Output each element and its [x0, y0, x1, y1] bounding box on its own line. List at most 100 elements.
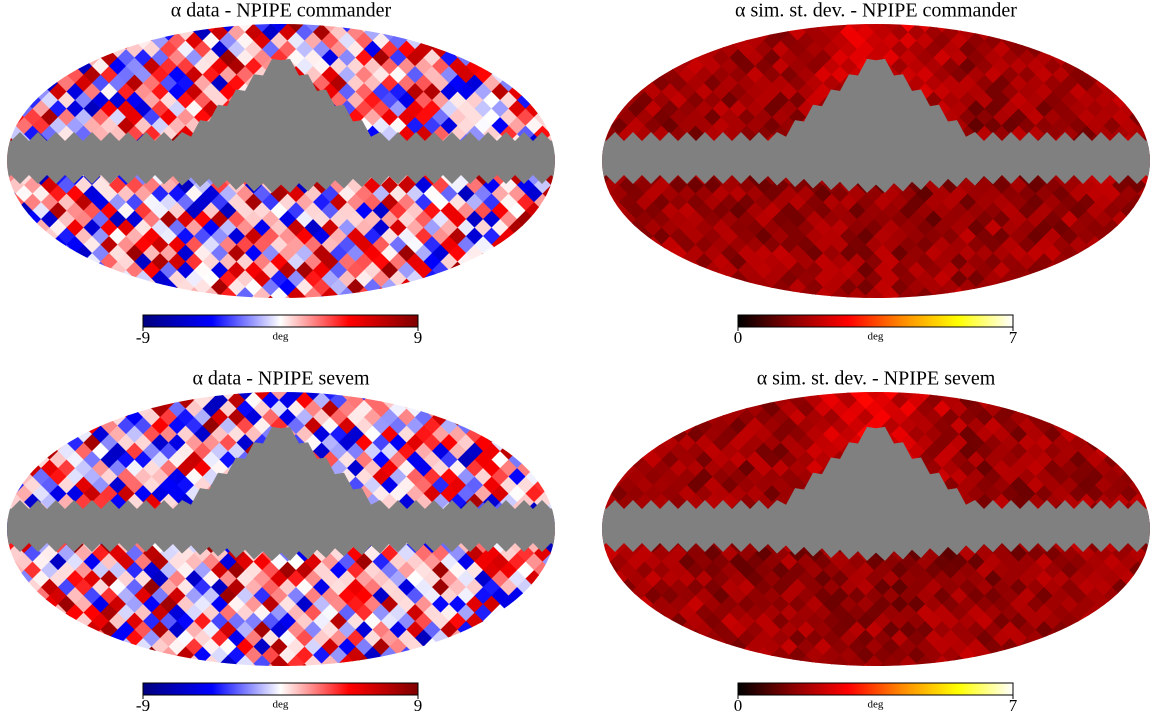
map-pixel: [509, 305, 526, 322]
map-pixel: [7, 142, 8, 161]
map-pixel: [7, 527, 8, 546]
map-pixel: [1120, 287, 1138, 298]
map-pixel: [542, 24, 555, 33]
map-pixel: [542, 32, 555, 50]
map-pixel: [602, 117, 611, 135]
map-pixel: [713, 0, 730, 16]
map-pixel: [508, 392, 526, 401]
map-pixel: [465, 295, 484, 298]
map-pixel: [1138, 305, 1155, 322]
map-pixel: [152, 367, 169, 384]
map-pixel: [1155, 537, 1158, 554]
map-pixel: [568, 443, 585, 460]
map-pixel: [568, 228, 585, 245]
map-pixel: [491, 392, 509, 401]
map-pixel: [525, 638, 543, 656]
map-pixel: [1128, 227, 1147, 246]
map-pixel: [168, 287, 186, 298]
panel-title: α sim. st. dev. - NPIPE commander: [735, 0, 1017, 22]
map-pixel: [746, 287, 764, 298]
map-pixel: [533, 459, 552, 478]
map-pixel: [32, 604, 50, 622]
map-pixel: [32, 253, 50, 271]
map-pixel: [1128, 74, 1147, 93]
map-pixel: [550, 646, 555, 665]
map-pixel: [602, 295, 620, 298]
map-pixel: [602, 595, 620, 614]
map-pixel: [7, 219, 16, 237]
map-pixel: [1128, 408, 1147, 427]
map-pixel: [533, 278, 552, 297]
map-pixel: [635, 40, 654, 59]
map-pixel: [1026, 392, 1045, 410]
map-pixel: [100, 287, 118, 298]
map-pixel: [602, 392, 611, 401]
panel-title: α sim. st. dev. - NPIPE sevem: [757, 368, 996, 390]
map-pixel: [1155, 203, 1158, 220]
map-pixel: [602, 219, 611, 237]
map-pixel: [380, 663, 399, 666]
map-pixel: [526, 367, 543, 384]
map-pixel: [474, 24, 492, 33]
map-pixel: [1077, 24, 1096, 42]
galactic-mask: [602, 58, 1150, 193]
map-pixel: [134, 655, 152, 666]
map-pixel: [414, 24, 433, 25]
map-pixel: [602, 570, 611, 588]
map-pixel: [635, 612, 654, 631]
map-pixel: [729, 392, 747, 401]
map-pixel: [516, 244, 535, 263]
map-pixel: [118, 673, 135, 690]
map-pixel: [1070, 367, 1087, 384]
map-pixel: [1077, 278, 1096, 297]
map-pixel: [457, 24, 475, 33]
map-pixel: [560, 186, 577, 203]
map-pixel: [125, 663, 144, 666]
map-pixel: [618, 74, 637, 93]
map-pixel: [1111, 244, 1130, 263]
map-pixel: [7, 270, 16, 288]
map-pixel: [635, 392, 654, 393]
map-pixel: [57, 629, 76, 648]
map-pixel: [1145, 578, 1150, 597]
map-pixel: [568, 75, 585, 92]
map-pixel: [118, 305, 135, 322]
map-pixel: [1155, 135, 1158, 152]
map-pixel: [644, 49, 662, 67]
map-pixel: [49, 655, 67, 666]
map-pixel: [568, 126, 585, 143]
map-pixel: [1069, 24, 1087, 33]
map-pixel: [16, 673, 33, 690]
map-pixel: [1086, 253, 1104, 271]
map-pixel: [611, 0, 628, 16]
map-pixel: [23, 295, 42, 298]
map-pixel: [560, 288, 577, 305]
map-pixel: [550, 295, 555, 298]
map-pixel: [1069, 270, 1087, 288]
map-pixel: [1145, 392, 1150, 410]
map-pixel: [1094, 24, 1113, 25]
map-pixel: [1103, 66, 1121, 84]
map-pixel: [74, 261, 93, 280]
map-pixel: [533, 646, 552, 665]
map-pixel: [1128, 595, 1147, 614]
map-pixel: [635, 408, 654, 427]
map-pixel: [1155, 435, 1158, 452]
map-pixel: [108, 663, 127, 666]
map-pixel: [108, 392, 127, 410]
map-pixel: [7, 108, 8, 127]
map-pixel: [550, 629, 555, 648]
map-pixel: [15, 604, 33, 622]
map-pixel: [1120, 392, 1138, 401]
map-pixel: [1009, 295, 1028, 298]
map-pixel: [32, 49, 50, 67]
map-pixel: [577, 452, 594, 469]
map-pixel: [602, 578, 603, 597]
map-pixel: [560, 16, 577, 33]
map-pixel: [508, 604, 526, 622]
map-pixel: [611, 305, 628, 322]
map-pixel: [1137, 219, 1150, 237]
map-pixel: [533, 408, 552, 427]
map-pixel: [1103, 434, 1121, 452]
